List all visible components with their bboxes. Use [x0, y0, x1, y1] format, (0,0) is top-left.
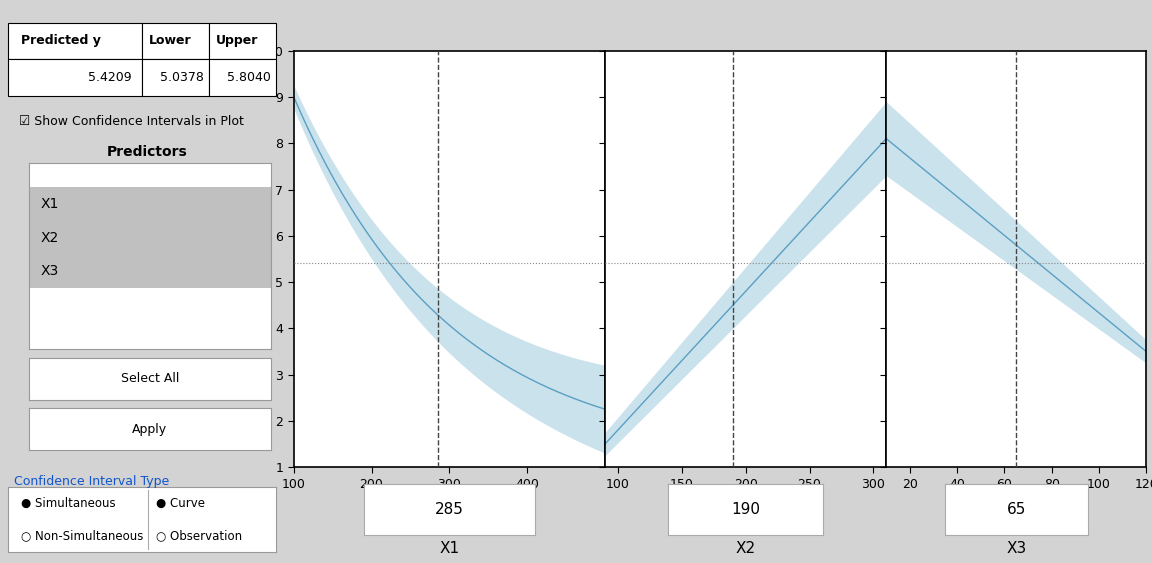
- Text: 5.4209: 5.4209: [88, 71, 131, 84]
- Text: X3: X3: [1006, 542, 1026, 556]
- Bar: [210, 23, 276, 59]
- Text: ○ Non-Simultaneous: ○ Non-Simultaneous: [22, 529, 144, 542]
- Text: Upper: Upper: [217, 34, 258, 47]
- Text: X1: X1: [439, 542, 460, 556]
- Bar: [29, 221, 271, 254]
- Text: Lower: Lower: [149, 34, 191, 47]
- Text: Apply: Apply: [132, 423, 167, 436]
- Text: X2: X2: [41, 231, 59, 244]
- Text: 5.0378: 5.0378: [160, 71, 204, 84]
- Text: ● Simultaneous: ● Simultaneous: [22, 497, 116, 510]
- Text: ● Curve: ● Curve: [156, 497, 205, 510]
- Bar: [29, 187, 271, 221]
- Text: Confidence Interval Type: Confidence Interval Type: [14, 475, 169, 488]
- Text: X2: X2: [735, 542, 756, 556]
- Bar: [8, 59, 142, 96]
- Text: X1: X1: [41, 197, 59, 211]
- Bar: [142, 23, 210, 59]
- Bar: [8, 23, 142, 59]
- Bar: [29, 254, 271, 288]
- Text: Predictors: Predictors: [106, 145, 188, 159]
- Text: ☑ Show Confidence Intervals in Plot: ☑ Show Confidence Intervals in Plot: [18, 114, 244, 128]
- Text: ○ Observation: ○ Observation: [156, 529, 242, 542]
- Text: 5.8040: 5.8040: [227, 71, 271, 84]
- Text: 190: 190: [732, 502, 760, 517]
- Bar: [210, 59, 276, 96]
- Text: Predicted y: Predicted y: [22, 34, 101, 47]
- Text: 285: 285: [435, 502, 464, 517]
- Text: X3: X3: [41, 264, 59, 278]
- Bar: [142, 59, 210, 96]
- Text: 65: 65: [1007, 502, 1026, 517]
- Text: Select All: Select All: [121, 372, 179, 385]
